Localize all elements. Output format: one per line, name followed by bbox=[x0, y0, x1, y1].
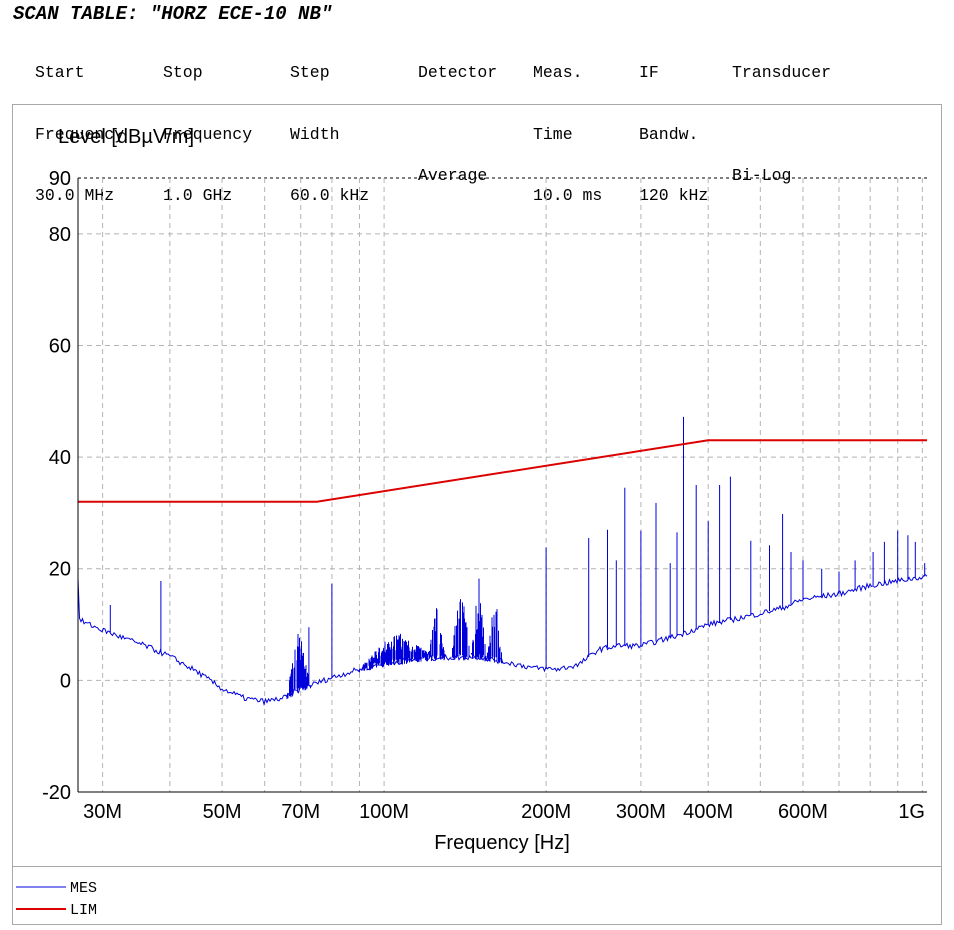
scan-column-header-2: Time bbox=[533, 124, 573, 144]
x-tick-label: 200M bbox=[521, 801, 571, 823]
scan-column-value: 120 kHz bbox=[639, 186, 709, 205]
scan-column-header-1: Transducer bbox=[732, 63, 832, 82]
scan-column-value: 30.0 MHz bbox=[35, 186, 115, 205]
y-axis-label: Level [dBµV/m] bbox=[58, 126, 194, 148]
y-tick-label: 90 bbox=[49, 168, 71, 190]
scan-column-header-2: Frequency bbox=[163, 124, 253, 144]
scan-column-header-1: Meas. bbox=[533, 63, 583, 82]
scan-column-header-1: Start bbox=[35, 63, 85, 82]
chart-frame bbox=[12, 104, 942, 925]
scan-column-start: Start Frequency 30.0 MHz bbox=[35, 22, 124, 248]
y-tick-labels: -20 0 20 40 60 80 90 bbox=[42, 168, 71, 804]
scan-column-value: Average bbox=[418, 165, 488, 185]
scan-column-transducer: Transducer Bi-Log bbox=[732, 22, 831, 227]
scan-column-value: 60.0 kHz bbox=[290, 186, 370, 205]
y-gridlines bbox=[78, 177, 927, 793]
scan-column-header-2: Frequency bbox=[35, 124, 125, 144]
legend-label-lim: LIM bbox=[70, 902, 97, 919]
y-tick-label: 20 bbox=[49, 559, 71, 581]
scan-column-header-2: Bandw. bbox=[639, 124, 699, 144]
scan-column-value: Bi-Log bbox=[732, 165, 792, 185]
scan-column-stop: Stop Frequency 1.0 GHz bbox=[163, 22, 252, 248]
x-tick-label: 600M bbox=[778, 801, 828, 823]
y-tick-label: 0 bbox=[60, 670, 71, 692]
legend: MES LIM bbox=[16, 880, 97, 919]
scan-column-detector: Detector Average bbox=[418, 22, 497, 227]
x-tick-label: 400M bbox=[683, 801, 733, 823]
scan-table-title: SCAN TABLE: "HORZ ECE-10 NB" bbox=[13, 3, 333, 25]
x-axis-label: Frequency [Hz] bbox=[434, 832, 570, 854]
scan-column-header-1: Stop bbox=[163, 63, 203, 82]
x-gridlines bbox=[102, 178, 923, 792]
x-tick-label: 70M bbox=[281, 801, 320, 823]
scan-column-header-2: Width bbox=[290, 124, 340, 144]
x-tick-label: 1G bbox=[898, 801, 925, 823]
x-tick-label: 100M bbox=[359, 801, 409, 823]
scan-column-value: 10.0 ms bbox=[533, 186, 603, 205]
series-line-mes bbox=[77, 416, 928, 707]
y-tick-label: -20 bbox=[42, 782, 71, 804]
x-tick-label: 50M bbox=[203, 801, 242, 823]
scan-column-step: Step Width 60.0 kHz bbox=[290, 22, 369, 248]
y-tick-label: 60 bbox=[49, 335, 71, 357]
x-tick-labels: 30M 50M 70M 100M 200M 300M 400M 600M 1G bbox=[83, 801, 925, 823]
series-line-lim bbox=[78, 439, 927, 503]
x-tick-label: 30M bbox=[83, 801, 122, 823]
scan-column-header-1: Detector bbox=[418, 63, 498, 82]
scan-column-if-bandwidth: IF Bandw. 120 kHz bbox=[639, 22, 708, 248]
scan-column-value: 1.0 GHz bbox=[163, 186, 233, 205]
scan-column-header-1: Step bbox=[290, 63, 330, 82]
scan-column-header-1: IF bbox=[639, 63, 659, 82]
legend-label-mes: MES bbox=[70, 880, 97, 897]
y-tick-label: 80 bbox=[49, 224, 71, 246]
scan-column-meas-time: Meas. Time 10.0 ms bbox=[533, 22, 602, 248]
x-tick-label: 300M bbox=[616, 801, 666, 823]
legend-separator bbox=[12, 866, 942, 867]
y-tick-label: 40 bbox=[49, 447, 71, 469]
